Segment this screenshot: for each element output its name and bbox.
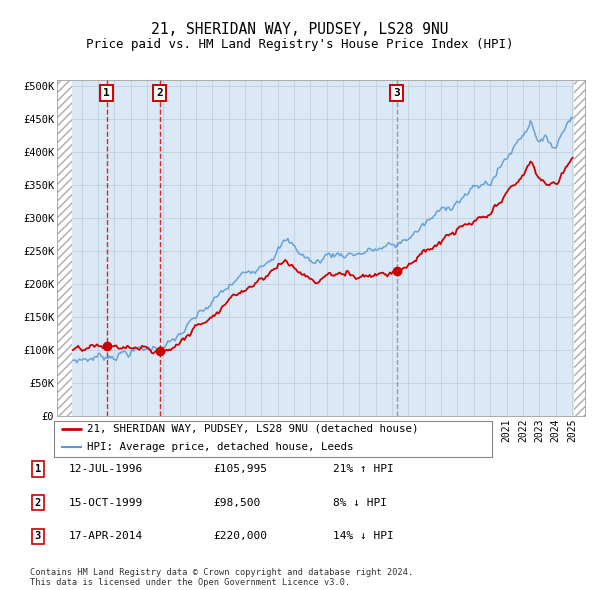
Text: 2: 2 <box>157 88 163 98</box>
Text: Contains HM Land Registry data © Crown copyright and database right 2024.
This d: Contains HM Land Registry data © Crown c… <box>30 568 413 587</box>
Text: £105,995: £105,995 <box>213 464 267 474</box>
Text: 21, SHERIDAN WAY, PUDSEY, LS28 9NU (detached house): 21, SHERIDAN WAY, PUDSEY, LS28 9NU (deta… <box>87 424 418 434</box>
Bar <box>574 80 585 416</box>
Text: 21, SHERIDAN WAY, PUDSEY, LS28 9NU: 21, SHERIDAN WAY, PUDSEY, LS28 9NU <box>151 22 449 37</box>
Text: 3: 3 <box>35 532 41 541</box>
Text: 15-OCT-1999: 15-OCT-1999 <box>69 498 143 507</box>
Text: 12-JUL-1996: 12-JUL-1996 <box>69 464 143 474</box>
Text: 17-APR-2014: 17-APR-2014 <box>69 532 143 541</box>
Text: £220,000: £220,000 <box>213 532 267 541</box>
Text: 8% ↓ HPI: 8% ↓ HPI <box>333 498 387 507</box>
Text: 1: 1 <box>35 464 41 474</box>
Text: 14% ↓ HPI: 14% ↓ HPI <box>333 532 394 541</box>
Text: £98,500: £98,500 <box>213 498 260 507</box>
Text: 3: 3 <box>394 88 400 98</box>
Bar <box>57 80 72 416</box>
Text: 1: 1 <box>103 88 110 98</box>
Text: 2: 2 <box>35 498 41 507</box>
Text: Price paid vs. HM Land Registry's House Price Index (HPI): Price paid vs. HM Land Registry's House … <box>86 38 514 51</box>
Text: 21% ↑ HPI: 21% ↑ HPI <box>333 464 394 474</box>
Text: HPI: Average price, detached house, Leeds: HPI: Average price, detached house, Leed… <box>87 442 353 452</box>
